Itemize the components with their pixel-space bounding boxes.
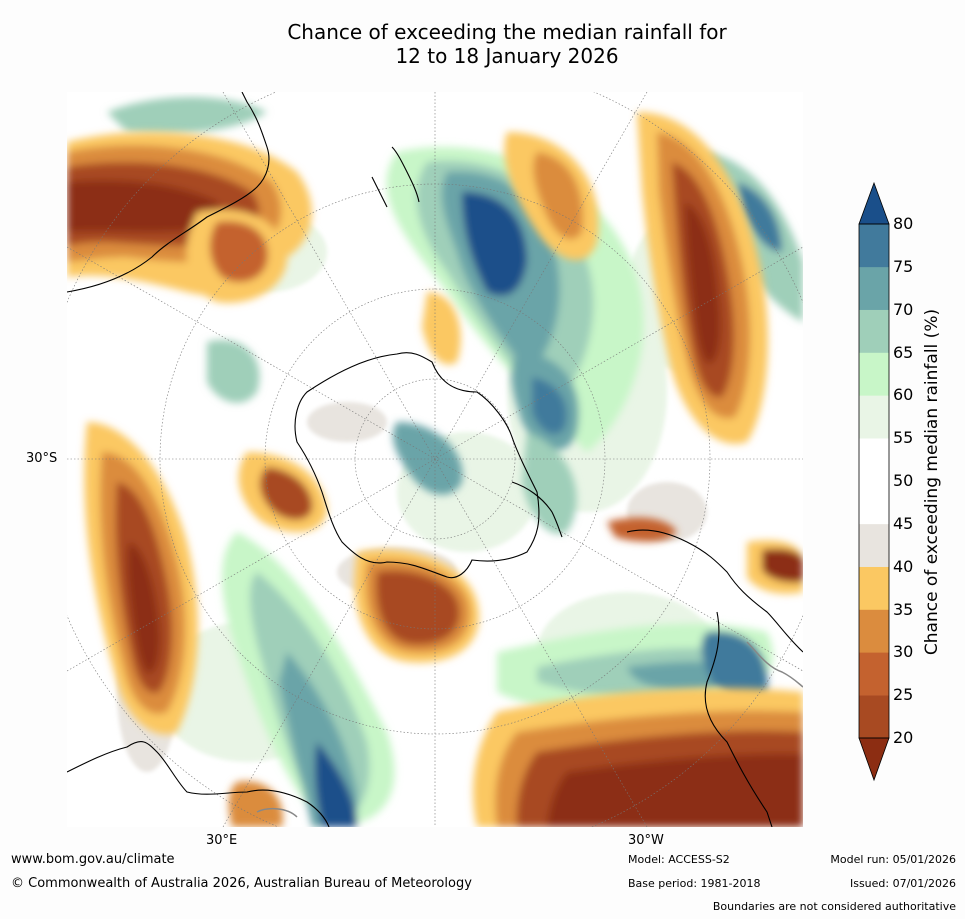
colorbar-tick-label: 20 [893, 728, 914, 747]
model-text: Model: ACCESS-S2 [628, 853, 730, 866]
longitude-label-30w: 30°W [628, 833, 664, 848]
colorbar-band [859, 395, 889, 439]
colorbar-band [859, 695, 889, 739]
title-line-1: Chance of exceeding the median rainfall … [287, 20, 727, 44]
colorbar-tick-label: 65 [893, 342, 914, 362]
colorbar-tick-label: 80 [893, 214, 914, 233]
colorbar-tick-label: 75 [893, 256, 914, 276]
dry-anomaly-areas [67, 112, 803, 827]
colorbar-label-text: Chance of exceeding median rainfall (%) [922, 308, 942, 656]
coastlines [67, 92, 803, 827]
colorbar-tick-label: 30 [893, 642, 914, 662]
colorbar-tick-label: 60 [893, 385, 914, 405]
south-america-east-coast [704, 611, 773, 827]
website-link[interactable]: www.bom.gov.au/climate [11, 852, 175, 867]
graticule [67, 92, 803, 827]
africa-coastline [67, 741, 330, 827]
disclaimer-text: Boundaries are not considered authoritat… [712, 900, 956, 913]
title-line-2: 12 to 18 January 2026 [395, 44, 619, 68]
colorbar-band [859, 652, 889, 696]
antarctic-peninsula-coastline [511, 481, 563, 538]
colorbar-tick-label: 70 [893, 299, 914, 319]
colorbar-tick-label: 45 [893, 513, 914, 533]
rainfall-probability-map [67, 92, 803, 827]
base-period-text: Base period: 1981-2018 [628, 877, 761, 890]
south-america-coastline [626, 529, 803, 653]
colorbar-tick-label: 55 [893, 428, 914, 448]
colorbar-frame [858, 223, 890, 739]
colorbar-band [859, 352, 889, 396]
colorbar-band [859, 523, 889, 567]
colorbar-band [859, 481, 889, 525]
colorbar-bands [859, 224, 889, 739]
map-title: Chance of exceeding the median rainfall … [0, 20, 965, 68]
colorbar [858, 181, 890, 782]
colorbar-band [859, 438, 889, 482]
colorbar-over-arrow [858, 181, 890, 225]
colorbar-band [859, 224, 889, 268]
colorbar-tick-label: 25 [893, 685, 914, 705]
colorbar-under-arrow [858, 737, 890, 782]
australia-coastline [67, 92, 270, 293]
colorbar-band [859, 309, 889, 353]
longitude-label-30e: 30°E [206, 833, 238, 848]
colorbar-band [859, 266, 889, 310]
model-run-text: Model run: 05/01/2026 [830, 853, 956, 866]
colorbar-band [859, 566, 889, 610]
colorbar-tick-label: 35 [893, 599, 914, 619]
antarctica-coastline [294, 352, 540, 579]
copyright-text: © Commonwealth of Australia 2026, Austra… [11, 876, 472, 891]
new-zealand-coastline [371, 146, 420, 208]
country-borders [256, 641, 803, 818]
colorbar-band [859, 609, 889, 653]
colorbar-tick-label: 40 [893, 556, 914, 576]
latitude-label-30s: 30°S [26, 451, 58, 466]
colorbar-tick-label: 50 [893, 471, 914, 490]
issued-text: Issued: 07/01/2026 [849, 877, 956, 890]
map-canvas [67, 92, 803, 827]
